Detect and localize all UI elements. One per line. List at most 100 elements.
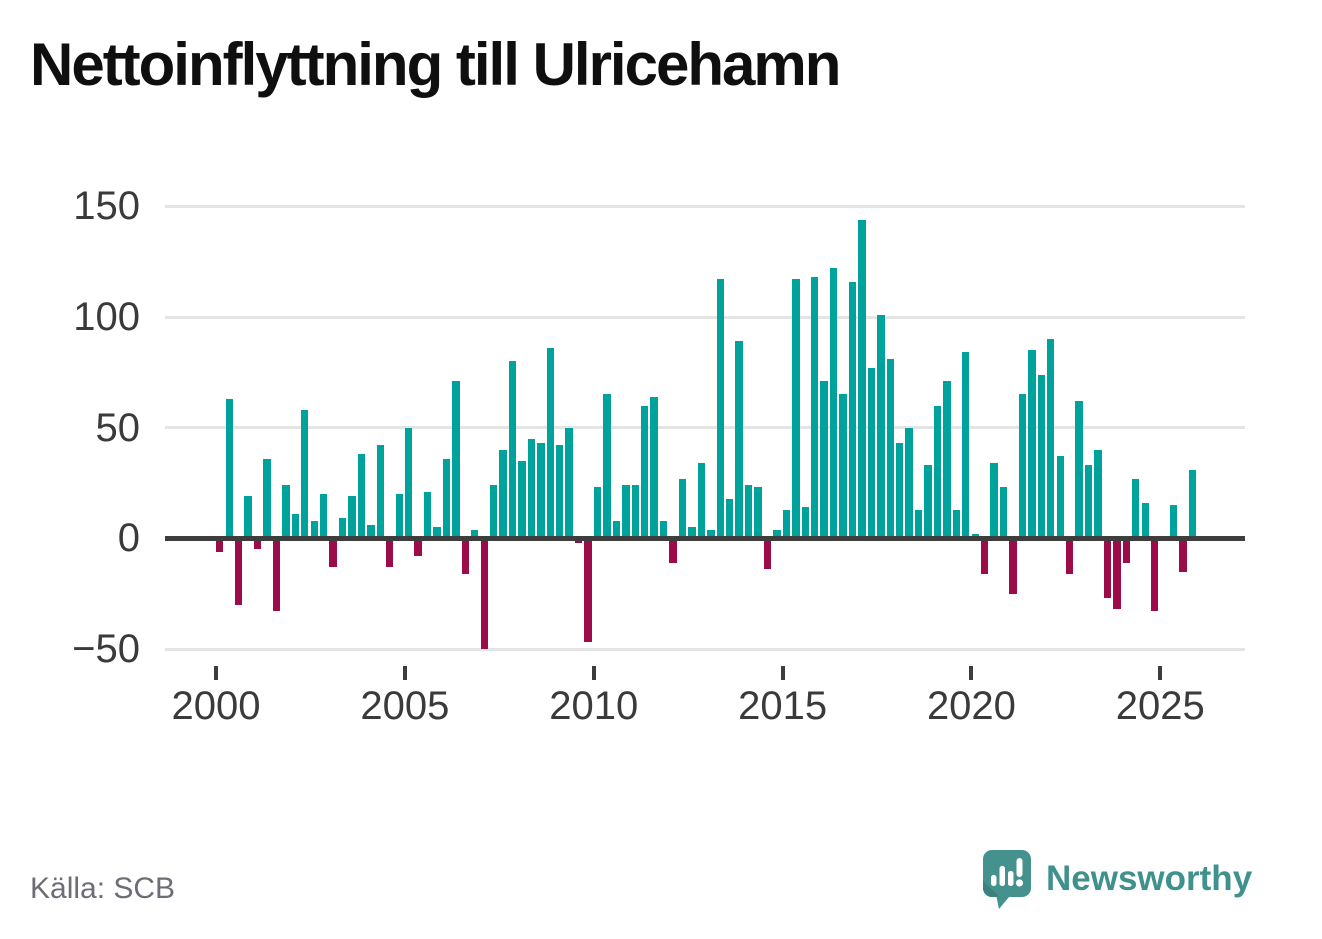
- bar-2022-Q4: [1075, 401, 1083, 539]
- bar-2018-Q3: [914, 509, 923, 539]
- bar-2003-Q4: [357, 454, 366, 539]
- bar-2019-Q1: [933, 405, 942, 539]
- x-tick-label-2015: 2015: [738, 684, 828, 728]
- x-tick-2025: [1158, 666, 1163, 680]
- bar-2013-Q2: [716, 279, 724, 539]
- bar-2019-Q2: [943, 381, 951, 539]
- y-tick-label: 100: [73, 295, 140, 339]
- bar-2003-Q1: [329, 538, 337, 568]
- bar-2021-Q1: [1009, 538, 1017, 594]
- bar-2005-Q3: [423, 491, 432, 539]
- bar-2012-Q2: [678, 478, 687, 539]
- bar-2002-Q4: [319, 494, 328, 539]
- bar-2025-Q3: [1179, 538, 1187, 572]
- bar-2020-Q4: [999, 487, 1008, 539]
- bar-2021-Q2: [1018, 394, 1027, 539]
- bar-2001-Q4: [282, 485, 290, 539]
- source-label: Källa: SCB: [30, 872, 176, 905]
- bar-2024-Q3: [1141, 502, 1149, 539]
- bar-2007-Q4: [508, 361, 517, 539]
- bar-2005-Q4: [433, 527, 441, 539]
- bar-2008-Q3: [537, 443, 545, 539]
- bar-2014-Q2: [754, 487, 762, 539]
- bar-2008-Q2: [527, 438, 536, 539]
- bar-2007-Q3: [499, 449, 507, 539]
- bar-2025-Q2: [1169, 505, 1178, 539]
- bar-2013-Q4: [735, 341, 743, 539]
- newsworthy-speech-bubble-chart-icon: [983, 850, 1031, 909]
- bar-2000-Q4: [244, 496, 252, 539]
- bar-2011-Q3: [650, 396, 658, 539]
- bar-2022-Q2: [1056, 456, 1064, 539]
- bar-2007-Q1: [480, 538, 488, 650]
- chart-title: Nettoinflyttning till Ulricehamn: [30, 31, 841, 98]
- bar-2025-Q4: [1188, 469, 1197, 539]
- bar-2001-Q1: [253, 538, 262, 550]
- bar-2017-Q2: [867, 367, 876, 539]
- bar-2023-Q4: [1113, 538, 1121, 610]
- bar-2008-Q4: [546, 347, 554, 539]
- y-tick-label: 0: [117, 516, 140, 561]
- bar-2024-Q2: [1132, 478, 1140, 539]
- bar-2008-Q1: [518, 460, 526, 539]
- bar-2002-Q2: [301, 409, 309, 539]
- bar-2013-Q1: [707, 529, 715, 539]
- bar-2000-Q1: [216, 538, 224, 552]
- gridline-y-100: [165, 315, 1245, 319]
- y-tick-label: 150: [73, 184, 140, 229]
- bar-2006-Q4: [471, 529, 479, 539]
- x-axis-line: [165, 535, 1245, 541]
- bar-2006-Q3: [461, 538, 469, 574]
- bar-2016-Q4: [848, 281, 857, 539]
- bar-2003-Q3: [348, 496, 356, 539]
- bar-2014-Q3: [763, 538, 772, 570]
- bar-2024-Q1: [1122, 538, 1131, 563]
- bar-2004-Q4: [395, 494, 403, 539]
- bar-2023-Q2: [1094, 449, 1102, 539]
- bar-2006-Q1: [442, 458, 451, 539]
- bar-2018-Q2: [905, 427, 913, 539]
- bar-2007-Q2: [489, 485, 498, 539]
- x-tick-label-2005: 2005: [360, 684, 450, 728]
- bar-2000-Q2: [225, 398, 233, 539]
- bar-2019-Q3: [952, 509, 961, 539]
- gridline-y--50: [165, 647, 1245, 651]
- bar-2002-Q3: [310, 520, 318, 539]
- bar-2020-Q3: [990, 463, 998, 539]
- x-tick-label-2000: 2000: [171, 684, 261, 728]
- bar-2009-Q1: [556, 445, 564, 539]
- gridline-y-150: [165, 204, 1245, 208]
- bar-2021-Q4: [1037, 374, 1046, 539]
- x-tick-label-2010: 2010: [549, 684, 639, 728]
- bar-2005-Q1: [404, 427, 413, 539]
- newsworthy-logo-text: Newsworthy: [1046, 859, 1253, 898]
- bar-2016-Q1: [820, 381, 828, 539]
- bar-2011-Q4: [659, 520, 668, 539]
- bar-2003-Q2: [338, 518, 347, 539]
- bar-2000-Q3: [234, 538, 243, 605]
- bar-2022-Q1: [1047, 339, 1055, 539]
- bar-2024-Q4: [1150, 538, 1159, 612]
- bar-2017-Q4: [886, 359, 894, 539]
- bar-2012-Q4: [697, 463, 706, 539]
- bar-2012-Q1: [669, 538, 677, 563]
- bar-2015-Q1: [782, 509, 791, 539]
- bar-2015-Q4: [811, 277, 819, 539]
- bar-2017-Q3: [877, 314, 885, 539]
- bar-2022-Q3: [1065, 538, 1074, 574]
- x-tick-2005: [402, 666, 407, 680]
- y-tick-label: 50: [95, 405, 141, 450]
- bar-2018-Q4: [924, 465, 932, 539]
- x-tick-label-2020: 2020: [926, 684, 1016, 728]
- bar-2006-Q2: [452, 381, 460, 539]
- bar-2010-Q3: [612, 520, 621, 539]
- bar-2011-Q2: [641, 405, 649, 539]
- bar-2005-Q2: [414, 538, 422, 557]
- bar-2004-Q3: [386, 538, 394, 568]
- x-tick-label-2025: 2025: [1115, 684, 1205, 728]
- bar-2010-Q2: [603, 394, 611, 539]
- bar-2002-Q1: [291, 514, 300, 539]
- bar-2018-Q1: [895, 443, 904, 539]
- bar-2013-Q3: [726, 498, 734, 539]
